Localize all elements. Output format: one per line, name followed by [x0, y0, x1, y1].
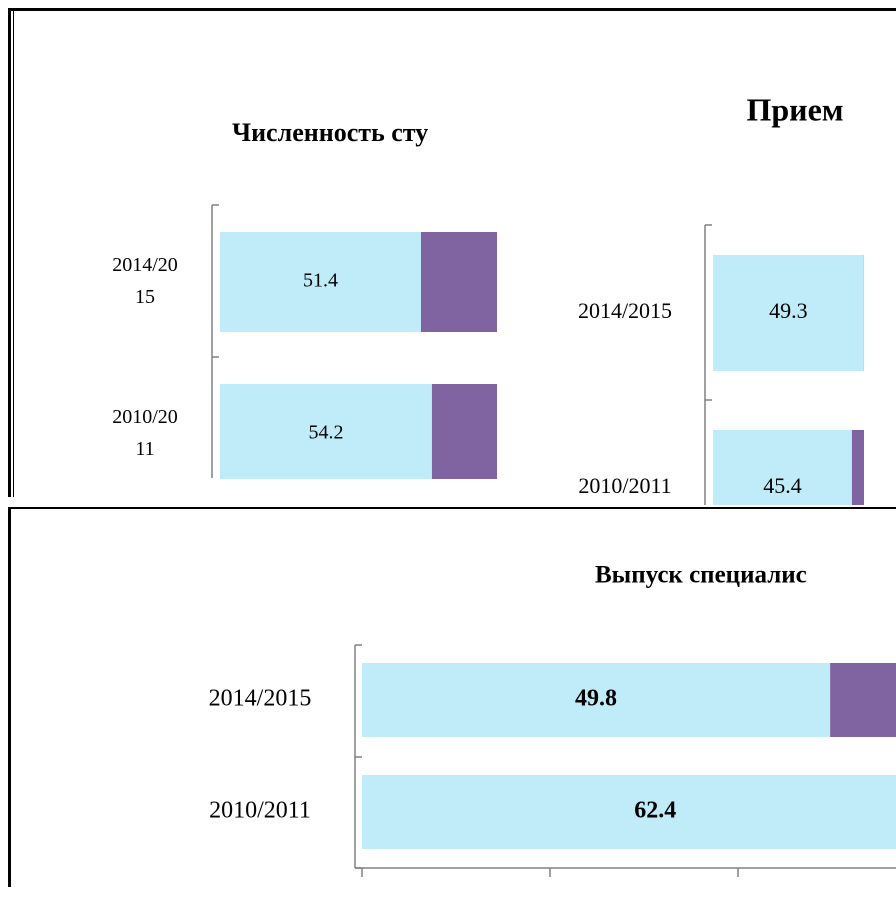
chart-title: Прием: [746, 91, 843, 127]
bar-segment: [220, 232, 421, 332]
category-label: 2014/2015: [209, 686, 312, 712]
value-label: 62.4: [634, 798, 676, 824]
value-label: 51.4: [303, 270, 338, 292]
value-label: 49.3: [769, 298, 808, 323]
bar-segment: [830, 663, 896, 737]
bar-segment: [431, 384, 497, 479]
bar-segment: [713, 255, 864, 371]
category-label: 2014/2015: [578, 298, 672, 323]
bar-segment: [362, 775, 896, 849]
chart-title: Численность сту: [232, 118, 428, 147]
bar-segment: [420, 232, 497, 332]
value-label: 49.8: [575, 686, 617, 712]
chart-title: Выпуск специалис: [595, 562, 807, 589]
category-label: 2010/2011: [209, 798, 311, 824]
chart-students: Численность сту2014/201551.448.62010/201…: [112, 118, 497, 479]
bar-segment: [362, 663, 831, 737]
panel-border: [8, 8, 11, 497]
bar-segment: [713, 430, 852, 505]
panel-border: [8, 507, 11, 887]
bar-segment: [851, 430, 864, 505]
bar-segment: [863, 255, 864, 371]
panel-border: [13, 11, 14, 497]
panel-border: [8, 507, 896, 509]
category-label: 2010/2011: [578, 473, 671, 498]
chart-graduates: Выпуск специалис2014/201549.850.22010/20…: [209, 562, 896, 877]
bar-segment: [220, 384, 432, 479]
value-label: 45.4: [763, 473, 802, 498]
value-label: 54.2: [308, 422, 343, 444]
panel-border: [8, 8, 896, 11]
